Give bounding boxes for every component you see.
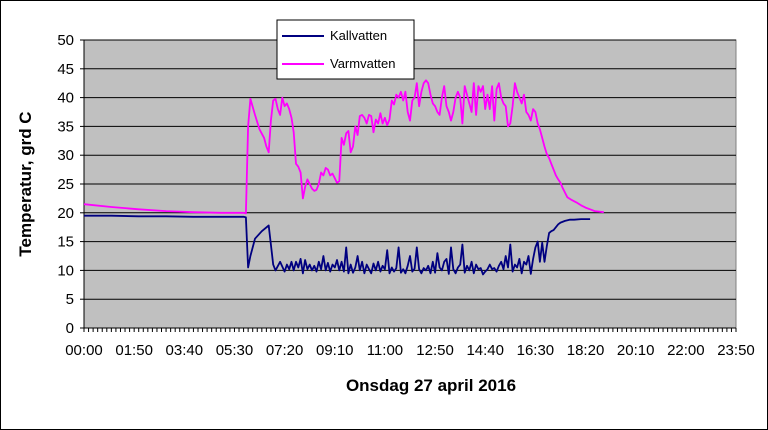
y-tick-label-15: 15 (57, 234, 74, 251)
x-tick-label-0720: 07:20 (266, 342, 304, 359)
x-tick-label-2350: 23:50 (717, 342, 755, 359)
legend-box (276, 19, 415, 80)
series-line-kallvatten (84, 214, 591, 276)
x-tick-label-0150: 01:50 (115, 342, 153, 359)
legend-label-kallvatten: Kallvatten (330, 28, 387, 43)
series-line-varmvatten (83, 79, 604, 215)
x-tick-label-1440: 14:40 (466, 342, 504, 359)
legend-label-varmvatten: Varmvatten (330, 56, 396, 71)
x-tick-label-0530: 05:30 (216, 342, 254, 359)
x-tick-label-1820: 18:20 (567, 342, 605, 359)
y-tick-label-0: 0 (66, 320, 74, 337)
y-tick-label-5: 5 (66, 291, 74, 308)
x-tick-label-0910: 09:10 (316, 342, 354, 359)
x-tick-label-0340: 03:40 (166, 342, 204, 359)
x-axis-label: Onsdag 27 april 2016 (346, 376, 516, 395)
y-tick-label-45: 45 (57, 61, 74, 78)
y-axis-ticks: 0 5 10 15 20 25 30 35 40 45 50 (57, 32, 85, 337)
x-tick-label-0000: 00:00 (65, 342, 103, 359)
y-tick-label-25: 25 (57, 176, 74, 193)
x-axis-ticks: 00:00 01:50 03:40 05:30 07:20 09:10 11:00 12:50… (65, 327, 755, 359)
x-tick-label-2010: 20:10 (617, 342, 655, 359)
x-tick-label-1630: 16:30 (517, 342, 555, 359)
y-tick-label-10: 10 (57, 262, 74, 279)
series-lines (83, 79, 604, 276)
x-tick-label-2200: 22:00 (667, 342, 705, 359)
y-tick-label-20: 20 (57, 205, 74, 222)
y-tick-label-30: 30 (57, 147, 74, 164)
y-tick-label-50: 50 (57, 32, 74, 49)
y-tick-label-35: 35 (57, 118, 74, 135)
x-tick-label-1250: 12:50 (416, 342, 454, 359)
y-axis-label: Temperatur, grd C (16, 111, 35, 256)
x-tick-label-1100: 11:00 (367, 342, 403, 359)
legend: Kallvatten Varmvatten (276, 19, 415, 80)
y-tick-label-40: 40 (57, 90, 74, 107)
